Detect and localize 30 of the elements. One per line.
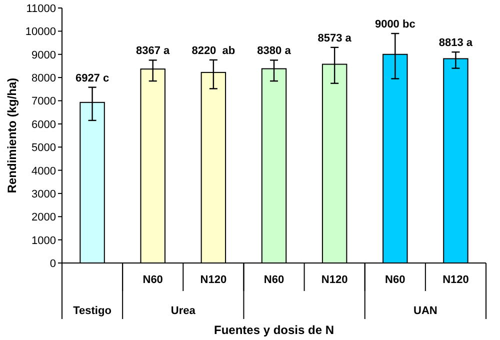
y-tick-label: 10000	[25, 26, 56, 38]
y-tick-label: 2000	[32, 212, 56, 224]
text: Testigo	[73, 305, 112, 317]
data-label: 6927 c	[75, 72, 110, 84]
y-axis-title: Rendimiento (kg/ha)	[5, 78, 19, 194]
data-label: 9000 bc	[374, 18, 416, 30]
y-tick-label: 1000	[32, 234, 56, 247]
text: UAN	[414, 305, 438, 317]
x-tick-label: N60	[385, 274, 406, 286]
text: Urea	[170, 305, 196, 317]
x-tick-label: N120	[321, 274, 348, 286]
y-tick-label: 7000	[32, 96, 56, 108]
x-tick-label: N60	[264, 274, 284, 286]
y-tick-label: 9000	[32, 49, 56, 62]
data-label: 8813 a	[438, 37, 474, 50]
data-label: 8220 ab	[192, 44, 236, 57]
y-tick-label: 5000	[32, 142, 56, 154]
x-tick-label: N120	[442, 274, 469, 286]
x-tick-label: N60	[142, 274, 163, 286]
y-tick-label: 4000	[32, 165, 56, 178]
data-label: 8573 a	[318, 32, 352, 44]
data-label: 8380 a	[257, 45, 292, 58]
x-axis-title: Fuentes y dosis de N	[214, 323, 334, 337]
y-tick-label: 8000	[32, 72, 56, 85]
y-tick-label: 0	[50, 258, 56, 270]
y-tick-label: 11000	[26, 3, 56, 15]
y-tick-label: 3000	[32, 188, 56, 200]
data-label: 8367 a	[136, 45, 171, 58]
y-tick-label: 6000	[32, 118, 56, 131]
x-tick-label: N120	[200, 274, 227, 286]
